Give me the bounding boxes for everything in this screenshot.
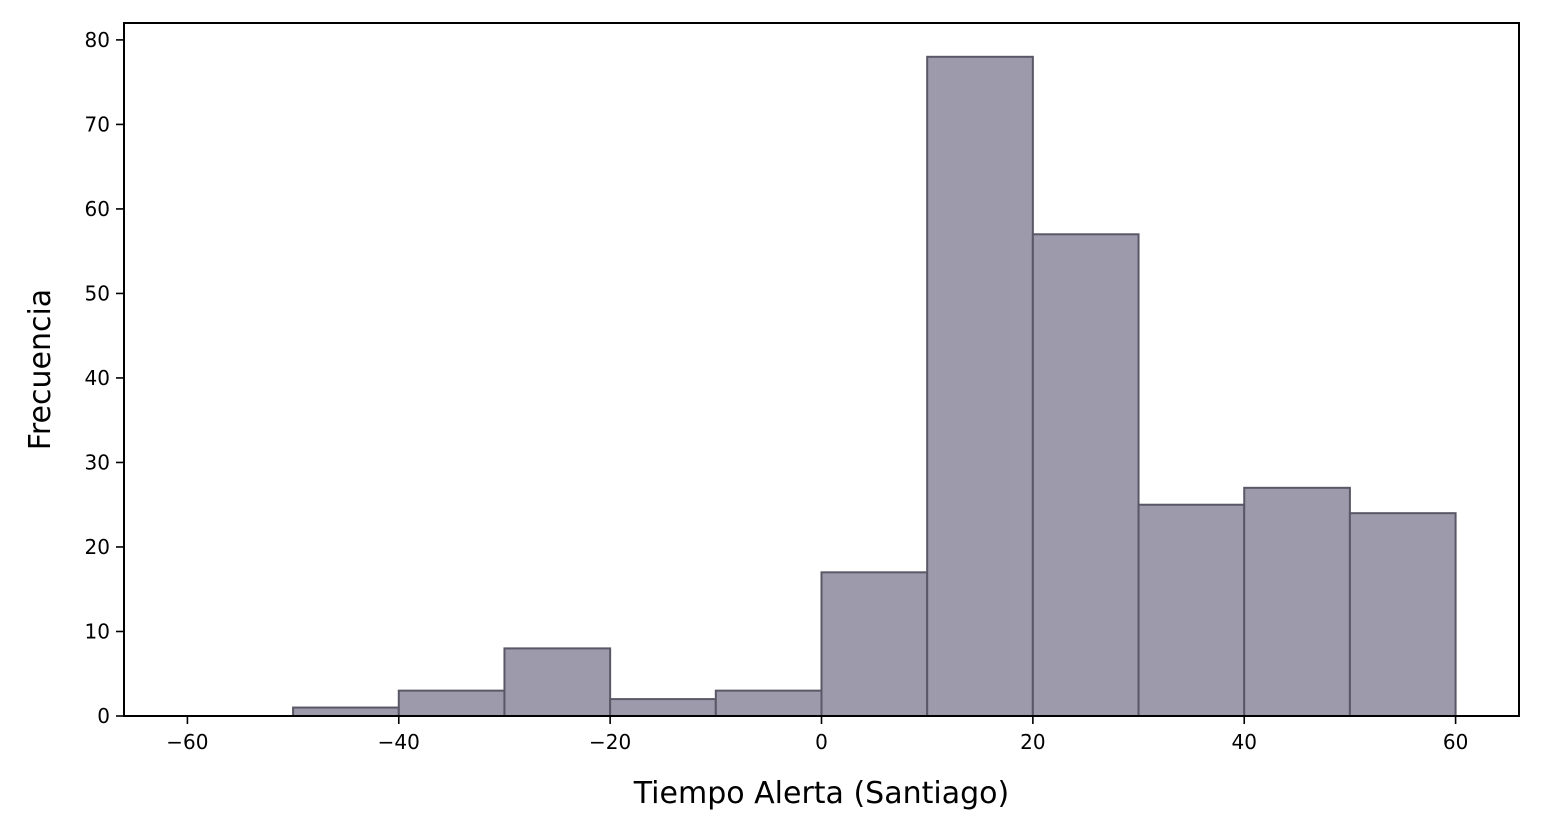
plot-frame: [123, 22, 1520, 717]
histogram-bar: [503, 647, 612, 718]
y-tick-label: 40: [85, 366, 110, 390]
y-tick-label: 80: [85, 28, 110, 52]
x-tick-label: 0: [815, 730, 828, 754]
histogram-bar: [397, 689, 506, 718]
y-tick-label: 20: [85, 535, 110, 559]
x-tick-label: −60: [166, 730, 208, 754]
y-tick-label: 60: [85, 197, 110, 221]
x-axis-title: Tiempo Alerta (Santiago): [633, 776, 1009, 811]
histogram-bar: [1031, 233, 1140, 717]
histogram-bar: [1348, 512, 1457, 717]
histogram-bar: [292, 706, 400, 717]
histogram-bar: [1243, 486, 1351, 717]
histogram-bar: [820, 571, 929, 718]
x-tick-label: 60: [1443, 730, 1468, 754]
histogram-bar: [609, 698, 717, 717]
histogram-bar: [1137, 503, 1246, 717]
y-tick-label: 10: [85, 619, 110, 643]
x-tick-label: 40: [1232, 730, 1257, 754]
y-tick-label: 70: [85, 112, 110, 136]
x-tick-label: 20: [1020, 730, 1045, 754]
x-axis: −60 −40 −20 0 20 40 60: [166, 716, 1468, 754]
histogram-bar: [926, 55, 1034, 718]
x-tick-label: −40: [378, 730, 420, 754]
x-tick-label: −20: [589, 730, 631, 754]
histogram-bar: [714, 689, 823, 718]
y-tick-label: 30: [85, 450, 110, 474]
histogram-bars: [292, 55, 1457, 718]
y-tick-label: 0: [97, 704, 110, 728]
y-tick-label: 50: [85, 281, 110, 305]
y-axis-title: Frecuencia: [23, 289, 58, 450]
y-axis: 0 10 20 30 40 50 60 70 80: [85, 28, 124, 728]
